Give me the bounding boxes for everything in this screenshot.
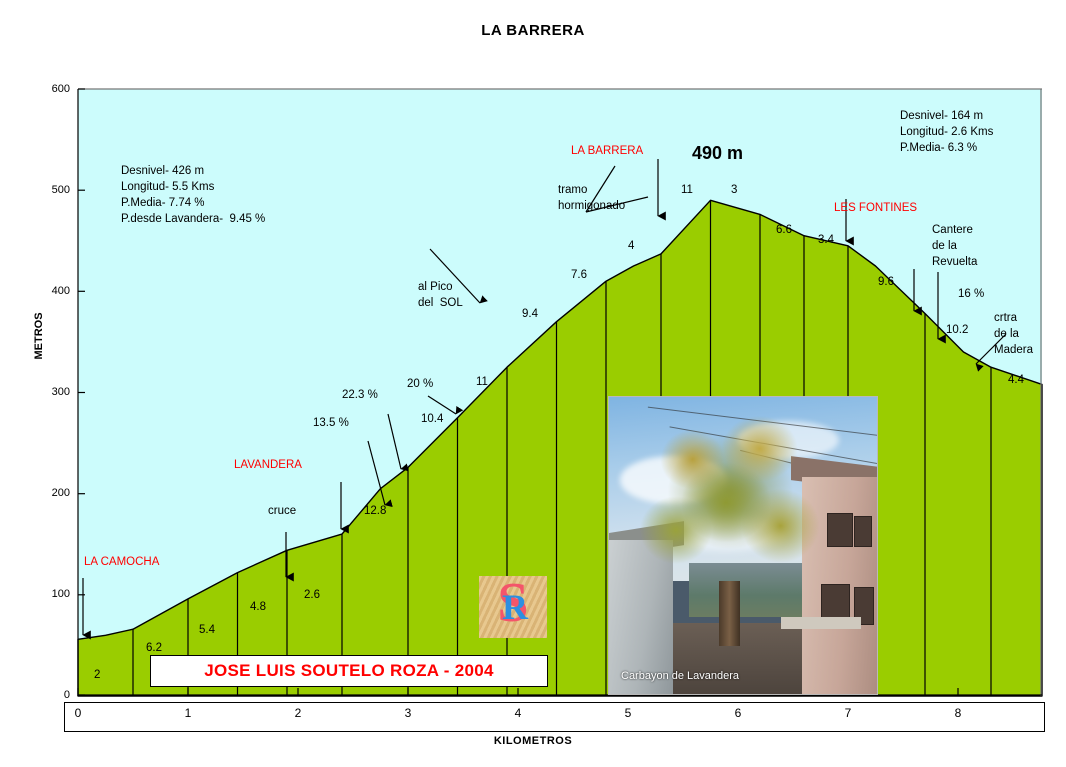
stats-right-pmedia: P.Media- 6.3 % [900,142,978,154]
segment-label-8: 9.4 [522,308,538,320]
note-tramo-l2: hormigonado [558,200,626,212]
photo-fence [780,616,861,629]
segment-label-14: 3.4 [818,234,834,246]
y-tick-500: 500 [51,184,70,196]
note-crtra-l2: de la [994,328,1019,340]
segment-label-10: 4 [628,240,635,252]
arrow-crtra-madera [975,333,1007,372]
segment-label-4: 2.6 [304,589,320,601]
note-pico-sol-l2: del SOL [418,297,463,309]
note-cantere-l1: Cantere [932,224,973,236]
y-tick-200: 200 [51,487,70,499]
arrow-grade-20 [427,395,464,415]
stats-left-pmedia: P.Media- 7.74 % [121,197,205,209]
x-tick-4: 4 [514,706,522,720]
segment-label-16: 10.2 [946,324,969,336]
note-cruce: cruce [268,505,297,517]
x-tick-3: 3 [404,706,412,720]
page-title: LA BARRERA [481,22,585,39]
profile-svg [77,88,1043,697]
logo-letter-r: R [502,587,528,627]
y-tick-400: 400 [51,285,70,297]
y-axis-title: METROS [33,312,45,360]
segment-label-13: 6.6 [776,224,792,236]
segment-label-9: 7.6 [571,269,587,281]
note-crtra-l3: Madera [994,344,1033,356]
y-tick-100: 100 [51,588,70,600]
x-tick-2: 2 [294,706,302,720]
note-grade-16: 16 % [958,288,985,300]
stats-right-desnivel: Desnivel- 164 m [900,110,984,122]
arrow-grade-22-3 [387,413,409,472]
stats-left-plavandera: P.desde Lavandera- 9.45 % [121,213,266,225]
x-tick-6: 6 [734,706,742,720]
arrow-grade-13-5 [367,440,393,508]
x-tick-0: 0 [74,706,82,720]
x-axis-box [64,702,1045,732]
x-axis-title: KILOMETROS [493,735,573,747]
note-cantere-l2: de la [932,240,957,252]
x-tick-8: 8 [954,706,962,720]
annotation-arrows [82,159,1007,640]
sr-monogram-logo: S R [479,576,547,638]
note-pico-sol-l1: al Pico [418,281,453,293]
note-crtra-l1: crtra [994,312,1017,324]
leader-tramo-1 [585,165,616,213]
segment-label-15: 9.6 [878,276,894,288]
segment-label-17: 4.4 [1008,374,1024,386]
segment-label-6: 10.4 [421,413,444,425]
note-grade-13-5: 13.5 % [313,417,349,429]
place-lavandera: LAVANDERA [234,459,302,471]
segment-label-3: 4.8 [250,601,266,613]
note-cantere-l3: Revuelta [932,256,978,268]
y-tick-300: 300 [51,386,70,398]
note-grade-22-3: 22.3 % [342,389,378,401]
segment-label-5: 12.8 [364,505,387,517]
stats-left-desnivel: Desnivel- 426 m [121,165,205,177]
author-signature: JOSE LUIS SOUTELO ROZA - 2004 [150,655,548,687]
arrow-pico-sol [429,248,488,304]
photo-caption: Carbayon de Lavandera [621,670,740,682]
x-tick-1: 1 [184,706,192,720]
place-les-fontines: LES FONTINES [834,202,918,214]
photo-window [853,587,875,625]
note-tramo-l1: tramo [558,184,588,196]
photo-tree-canopy [630,405,840,620]
y-tick-600: 600 [51,83,70,95]
place-la-barrera: LA BARRERA [571,145,644,157]
note-grade-20: 20 % [407,378,434,390]
note-peak-elevation: 490 m [692,143,744,163]
segment-label-0: 2 [94,669,101,681]
x-tick-7: 7 [844,706,852,720]
x-tick-5: 5 [624,706,632,720]
photo-inset-carbayon: Carbayon de Lavandera [608,396,878,695]
segment-label-2: 5.4 [199,624,215,636]
stats-right-longitud: Longitud- 2.6 Kms [900,126,994,138]
segment-label-12: 3 [731,184,738,196]
segment-label-7: 11 [476,376,488,388]
elevation-plot-area: 2 6.2 5.4 4.8 2.6 12.8 10.4 11 9.4 7.6 4… [77,88,1043,697]
segment-label-1: 6.2 [146,642,162,654]
leader-tramo-2 [585,196,649,213]
y-tick-marks [78,88,85,696]
logo-letter-s: S [497,576,529,634]
stats-left-longitud: Longitud- 5.5 Kms [121,181,215,193]
y-tick-0: 0 [63,689,70,701]
place-la-camocha: LA CAMOCHA [84,556,160,568]
segment-label-11: 11 [681,184,693,196]
photo-window [853,515,872,548]
